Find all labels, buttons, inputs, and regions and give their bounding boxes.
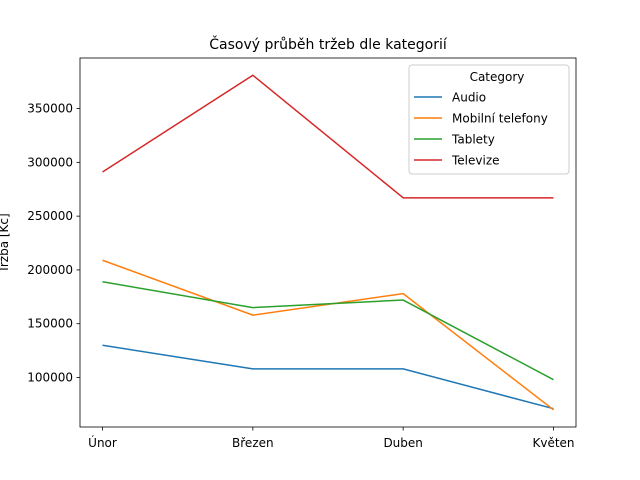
y-tick-label: 300000	[27, 155, 73, 169]
series-line-1	[102, 259, 554, 411]
y-axis-label: Tržba [Kč]	[0, 213, 11, 273]
legend: Category Audio Mobilní telefony Tablety Tele…	[408, 64, 570, 175]
x-tick-label: Duben	[383, 436, 422, 450]
legend-title: Category	[470, 70, 525, 84]
y-tick-label: 350000	[27, 102, 73, 116]
chart-title: Časový průběh tržeb dle kategorií	[209, 35, 448, 53]
series-line-2	[102, 281, 554, 381]
legend-frame	[408, 64, 570, 175]
y-tick-label: 200000	[27, 263, 73, 277]
x-tick-label: Únor	[88, 435, 117, 450]
y-tick-label: 250000	[27, 209, 73, 223]
legend-item-3: Televize	[451, 154, 500, 168]
series-line-3	[102, 74, 554, 199]
plot-frame	[79, 57, 577, 428]
legend-item-2: Tablety	[451, 133, 495, 147]
x-tick-label: Květen	[532, 436, 574, 450]
legend-item-0: Audio	[452, 91, 486, 105]
legend-item-1: Mobilní telefony	[452, 112, 548, 126]
y-tick-label: 100000	[27, 371, 73, 385]
plot-area: Únor Březen Duben Květen 100000 150000 200000 2…	[27, 57, 577, 450]
y-tick-label: 150000	[27, 317, 73, 331]
x-tick-label: Březen	[232, 436, 274, 450]
series-line-0	[102, 344, 554, 410]
